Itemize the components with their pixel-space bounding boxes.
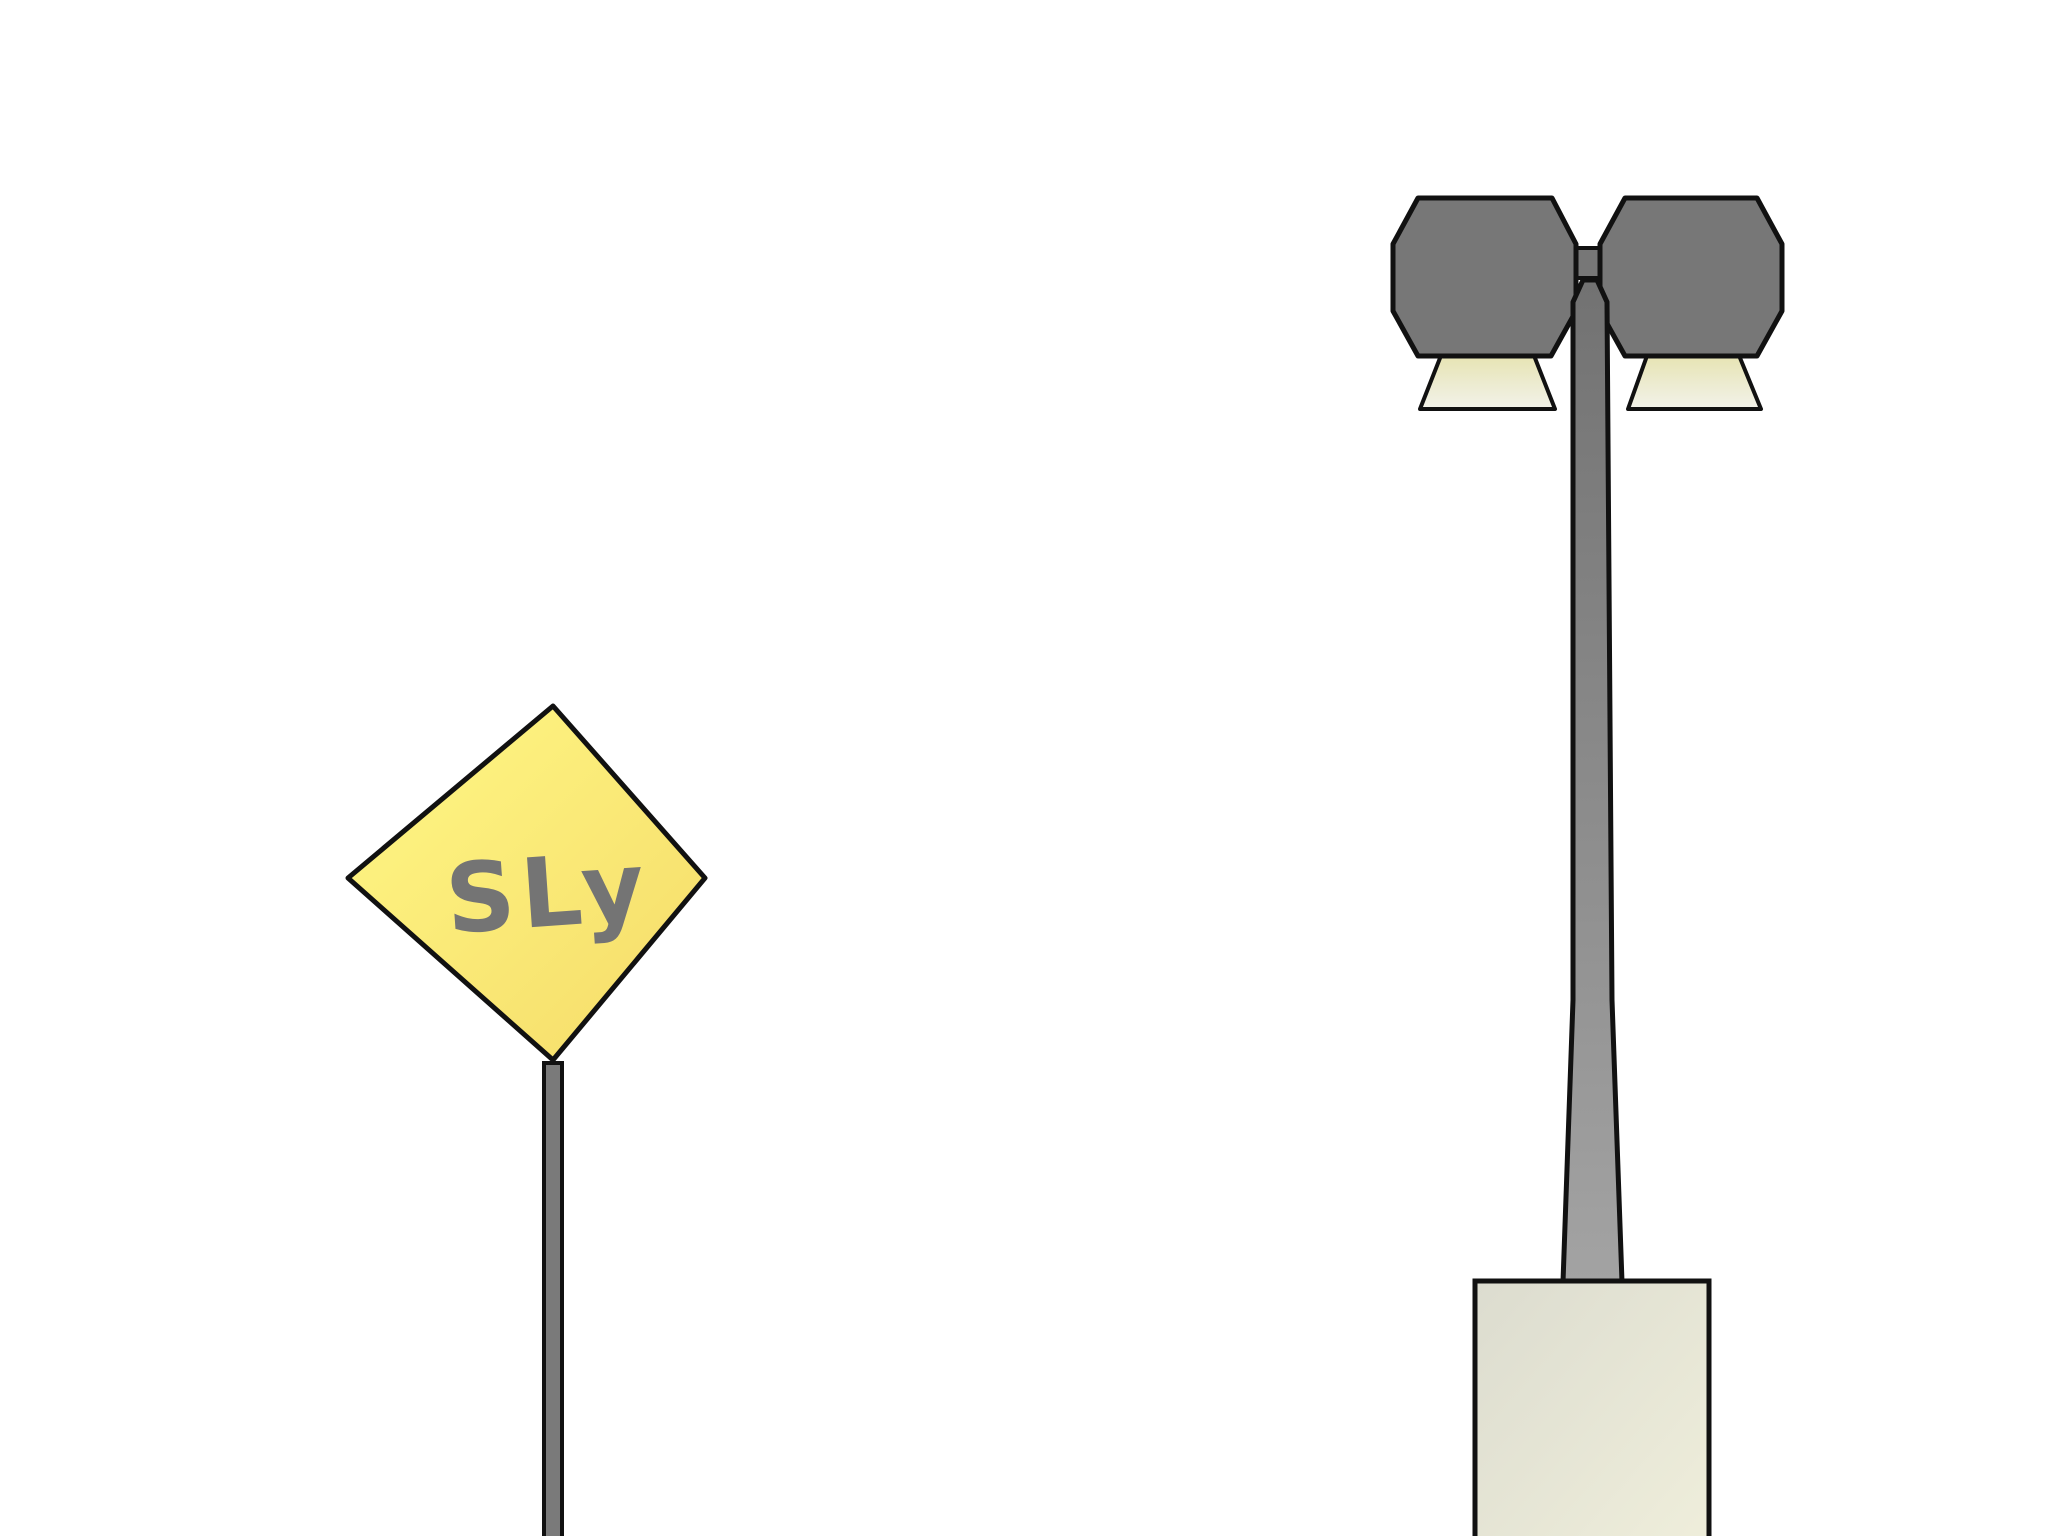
- lamp-light-left: [1418, 351, 1557, 411]
- street-lamp: [1390, 195, 1785, 1536]
- sign-text: SLy: [442, 830, 654, 956]
- lamp-pole: [1560, 277, 1625, 1285]
- lamp-light-right: [1626, 351, 1763, 411]
- lamp-head-right: [1597, 195, 1785, 359]
- sign-face: [345, 703, 708, 1063]
- lamp-base: [1472, 1278, 1712, 1536]
- lamp-head-left: [1390, 195, 1579, 359]
- road-sign: SLy: [345, 703, 708, 1536]
- sign-post: [542, 1061, 564, 1536]
